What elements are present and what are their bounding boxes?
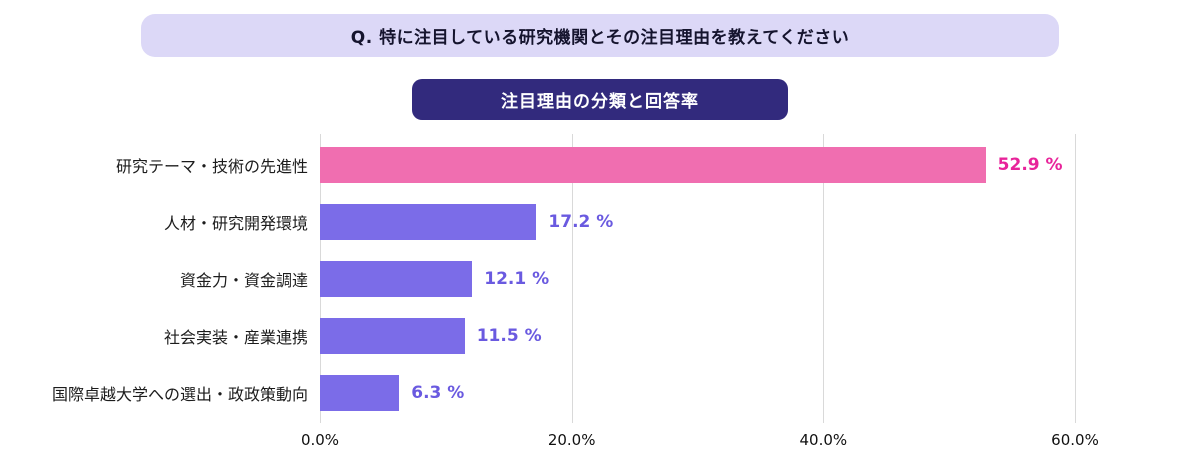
chart-row: 社会実装・産業連携 11.5 % — [28, 307, 1160, 364]
x-tick-label: 60.0% — [1051, 431, 1099, 449]
x-tick-label: 0.0% — [300, 431, 340, 449]
category-label: 社会実装・産業連携 — [163, 327, 308, 347]
x-tick-label: 40.0% — [799, 431, 848, 449]
chart-title-banner: 注目理由の分類と回答率 — [412, 79, 788, 120]
chart-rows: 研究テーマ・技術の先進性 52.9 % 人材・研究開発環境 17.2 % 資金力・資金調… — [28, 134, 1160, 423]
value-label: 52.9 % — [997, 154, 1063, 175]
chart-row: 人材・研究開発環境 17.2 % — [28, 193, 1160, 250]
chart-row: 国際卓越大学への選出・政政策動向 6.3 % — [28, 364, 1160, 421]
bar-track: 17.2 % — [320, 203, 1075, 240]
x-tick-label: 20.0% — [547, 431, 596, 449]
bar — [320, 146, 986, 183]
category-label: 国際卓越大学への選出・政政策動向 — [51, 384, 308, 404]
bar — [320, 260, 473, 297]
bar-chart: 研究テーマ・技術の先進性 52.9 % 人材・研究開発環境 17.2 % 資金力・資金調… — [28, 134, 1160, 455]
chart-title: 注目理由の分類と回答率 — [501, 92, 699, 112]
x-axis: 0.0% 20.0% 40.0% 60.0% — [301, 421, 1099, 455]
value-label: 6.3 % — [411, 382, 465, 403]
category-label: 人材・研究開発環境 — [163, 213, 308, 233]
question-banner: Q. 特に注目している研究機関とその注目理由を教えてください — [141, 14, 1059, 57]
value-label: 17.2 % — [548, 211, 614, 232]
bar-track: 12.1 % — [320, 260, 1075, 297]
chart-row: 資金力・資金調達 12.1 % — [28, 250, 1160, 307]
bar — [320, 203, 537, 240]
chart-row: 研究テーマ・技術の先進性 52.9 % — [28, 136, 1160, 193]
category-label: 研究テーマ・技術の先進性 — [115, 156, 308, 176]
value-label: 12.1 % — [484, 268, 550, 289]
bar — [320, 317, 465, 354]
bar-track: 52.9 % — [320, 146, 1075, 183]
category-label: 資金力・資金調達 — [179, 270, 308, 290]
bar-track: 6.3 % — [320, 374, 1075, 411]
question-text: Q. 特に注目している研究機関とその注目理由を教えてください — [350, 28, 850, 48]
value-label: 11.5 % — [476, 325, 542, 346]
bar — [320, 374, 400, 411]
bar-track: 11.5 % — [320, 317, 1075, 354]
